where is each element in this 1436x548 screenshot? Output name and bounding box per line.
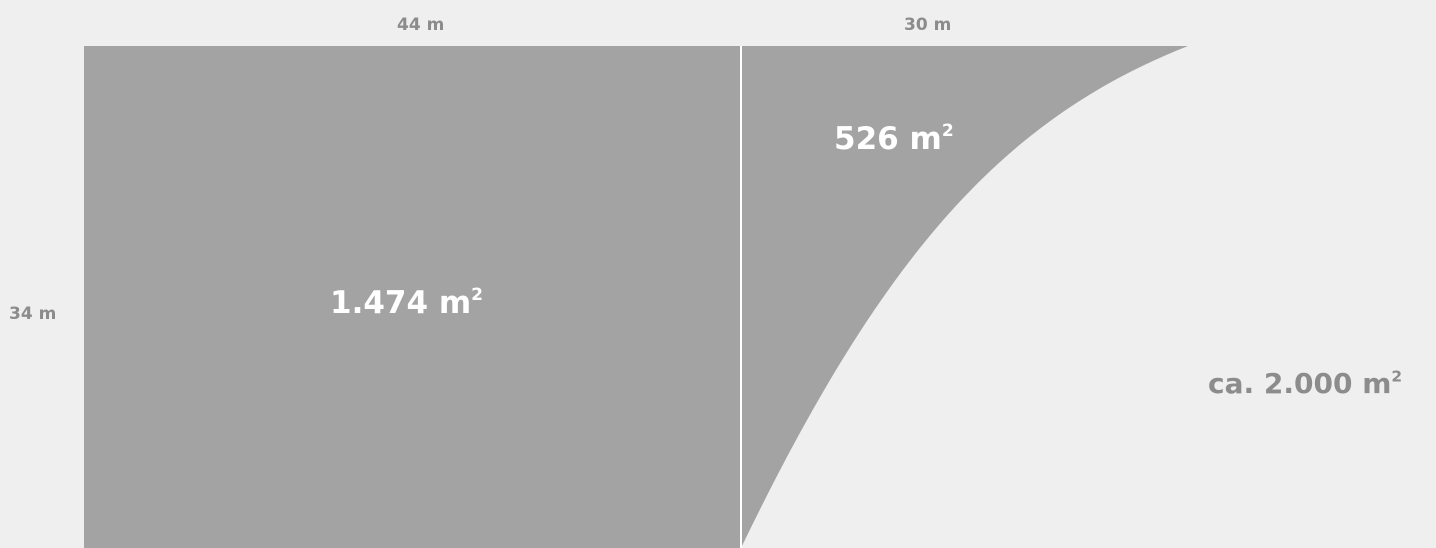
left-area-value: 1.474 m — [330, 285, 472, 321]
total-area-exponent: 2 — [1391, 367, 1403, 386]
total-area-label: ca. 2.000 m2 — [1208, 367, 1403, 400]
width-left-label: 44 m — [397, 15, 445, 35]
total-area-value: ca. 2.000 m — [1208, 367, 1392, 400]
right-area-value: 526 m — [834, 121, 942, 157]
left-area-label: 1.474 m2 — [330, 285, 484, 321]
curved-plot — [741, 46, 1188, 548]
height-label: 34 m — [9, 304, 57, 324]
right-area-exponent: 2 — [941, 121, 954, 142]
width-right-label: 30 m — [904, 15, 952, 35]
left-area-exponent: 2 — [471, 285, 484, 306]
right-area-label: 526 m2 — [834, 121, 954, 157]
rectangular-plot — [84, 46, 741, 548]
